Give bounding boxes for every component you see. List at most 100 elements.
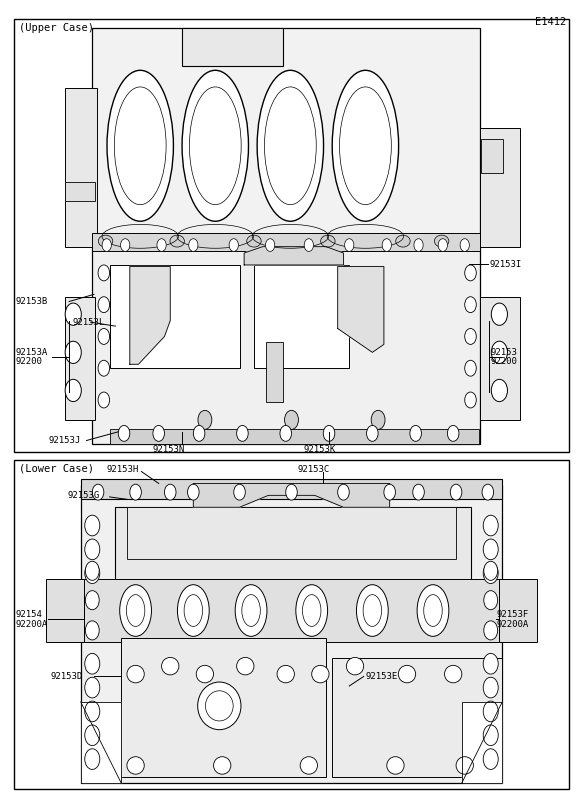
Text: 92200A: 92200A — [497, 619, 529, 629]
Ellipse shape — [213, 757, 231, 774]
Circle shape — [345, 238, 354, 251]
Text: 92153C: 92153C — [297, 465, 329, 474]
Ellipse shape — [182, 70, 248, 222]
Ellipse shape — [184, 594, 202, 626]
Bar — [65, 88, 97, 246]
Bar — [15, 18, 568, 452]
Circle shape — [465, 329, 476, 344]
Ellipse shape — [332, 70, 399, 222]
Circle shape — [483, 563, 498, 583]
Circle shape — [65, 303, 81, 326]
Text: 92153H: 92153H — [107, 465, 139, 474]
Polygon shape — [462, 702, 503, 783]
Text: 92153E: 92153E — [366, 672, 398, 681]
Ellipse shape — [177, 585, 209, 636]
Text: 92200: 92200 — [491, 358, 518, 366]
Ellipse shape — [277, 666, 294, 683]
Circle shape — [371, 410, 385, 430]
Circle shape — [265, 238, 275, 251]
Circle shape — [65, 342, 81, 363]
Circle shape — [323, 426, 335, 442]
Circle shape — [304, 238, 314, 251]
Ellipse shape — [321, 235, 335, 247]
Circle shape — [65, 379, 81, 402]
Circle shape — [234, 484, 245, 500]
Circle shape — [367, 426, 378, 442]
Ellipse shape — [387, 757, 404, 774]
Circle shape — [465, 360, 476, 376]
Ellipse shape — [456, 757, 473, 774]
Text: 92153I: 92153I — [490, 260, 522, 269]
Circle shape — [484, 590, 498, 610]
Bar — [80, 485, 503, 783]
Circle shape — [164, 484, 176, 500]
Text: 92153J: 92153J — [49, 436, 81, 445]
Circle shape — [92, 484, 104, 500]
Ellipse shape — [127, 757, 144, 774]
Ellipse shape — [356, 585, 388, 636]
Text: 92153N: 92153N — [153, 445, 185, 454]
Circle shape — [447, 426, 459, 442]
Ellipse shape — [396, 235, 410, 247]
Ellipse shape — [189, 87, 241, 205]
Circle shape — [413, 484, 424, 500]
Bar — [265, 342, 283, 402]
Text: 92153B: 92153B — [16, 297, 48, 306]
Bar — [92, 246, 480, 444]
Circle shape — [483, 654, 498, 674]
Text: (Upper Case): (Upper Case) — [19, 23, 94, 34]
Ellipse shape — [434, 235, 449, 247]
Circle shape — [465, 297, 476, 313]
Text: PartsRepublik: PartsRepublik — [182, 574, 343, 679]
Circle shape — [483, 725, 498, 746]
Circle shape — [85, 749, 100, 770]
Polygon shape — [338, 266, 384, 352]
Bar — [92, 28, 480, 246]
Ellipse shape — [300, 757, 318, 774]
Circle shape — [286, 484, 297, 500]
Text: 92153K: 92153K — [303, 445, 335, 454]
Text: 92153D: 92153D — [50, 672, 82, 681]
Ellipse shape — [127, 666, 144, 683]
Polygon shape — [244, 246, 343, 265]
Circle shape — [85, 563, 100, 583]
Bar — [481, 139, 503, 173]
Circle shape — [491, 342, 507, 363]
Ellipse shape — [296, 585, 328, 636]
Ellipse shape — [417, 585, 449, 636]
Ellipse shape — [99, 235, 113, 247]
Ellipse shape — [398, 666, 416, 683]
Ellipse shape — [242, 594, 261, 626]
Circle shape — [237, 426, 248, 442]
Ellipse shape — [424, 594, 442, 626]
Circle shape — [465, 265, 476, 281]
Circle shape — [483, 749, 498, 770]
Ellipse shape — [303, 594, 321, 626]
Circle shape — [188, 484, 199, 500]
Ellipse shape — [196, 666, 213, 683]
Circle shape — [382, 238, 391, 251]
Circle shape — [483, 539, 498, 560]
Polygon shape — [130, 266, 170, 364]
Circle shape — [85, 678, 100, 698]
Bar — [65, 297, 95, 420]
Polygon shape — [80, 702, 121, 783]
Circle shape — [98, 392, 110, 408]
Ellipse shape — [257, 70, 324, 222]
Circle shape — [85, 654, 100, 674]
Bar — [65, 182, 95, 202]
Circle shape — [194, 426, 205, 442]
Ellipse shape — [339, 87, 391, 205]
Ellipse shape — [444, 666, 462, 683]
Text: 92153G: 92153G — [68, 491, 100, 500]
Circle shape — [85, 562, 99, 580]
Circle shape — [414, 238, 423, 251]
Ellipse shape — [312, 666, 329, 683]
Circle shape — [85, 515, 100, 536]
Circle shape — [118, 426, 130, 442]
Circle shape — [483, 678, 498, 698]
Bar — [254, 265, 349, 368]
Bar — [46, 578, 83, 642]
Bar — [480, 297, 519, 420]
Circle shape — [85, 590, 99, 610]
